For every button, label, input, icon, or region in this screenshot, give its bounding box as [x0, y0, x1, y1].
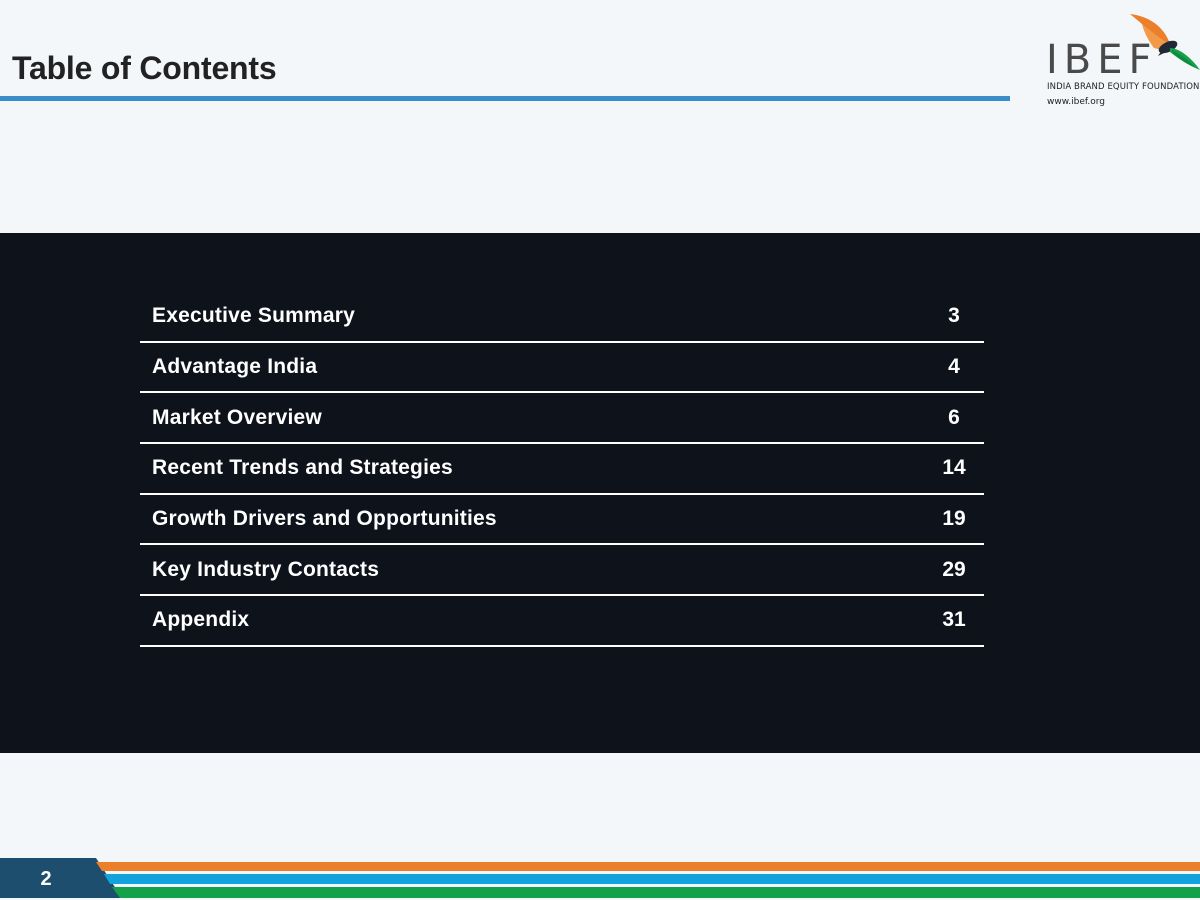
footer-bar: 2 [0, 858, 1200, 900]
toc-item-page: 6 [948, 405, 960, 429]
ibef-logo: IBEF INDIA BRAND EQUITY FOUNDATION www.i… [1040, 10, 1200, 110]
toc-item-appendix[interactable]: Appendix 31 [140, 596, 984, 647]
toc-item-label: Executive Summary [152, 304, 356, 328]
toc-item-label: Advantage India [152, 355, 318, 379]
page-tab [0, 858, 122, 898]
toc-item-market-overview[interactable]: Market Overview 6 [140, 393, 984, 445]
toc-item-label: Appendix [152, 608, 250, 632]
toc-item-label: Key Industry Contacts [152, 557, 380, 581]
green-stripe [112, 887, 1200, 898]
toc-item-page: 31 [942, 608, 966, 632]
toc-item-growth-drivers[interactable]: Growth Drivers and Opportunities 19 [140, 495, 984, 546]
bird-icon [1130, 14, 1200, 70]
toc-item-page: 29 [942, 557, 966, 581]
toc-item-label: Recent Trends and Strategies [152, 456, 453, 480]
logo-wordmark: IBEF [1046, 37, 1158, 83]
toc-item-page: 3 [948, 304, 960, 328]
toc-item-recent-trends[interactable]: Recent Trends and Strategies 14 [140, 444, 984, 495]
toc-item-page: 14 [942, 456, 966, 480]
page-title: Table of Contents [12, 50, 277, 86]
logo-url: www.ibef.org [1047, 97, 1106, 107]
toc-item-label: Growth Drivers and Opportunities [152, 507, 497, 531]
toc-item-label: Market Overview [152, 405, 322, 429]
toc-item-advantage-india[interactable]: Advantage India 4 [140, 343, 984, 394]
blue-stripe [104, 874, 1200, 884]
toc-item-executive-summary[interactable]: Executive Summary 3 [140, 292, 984, 343]
toc-item-page: 19 [942, 507, 966, 531]
page-number: 2 [40, 868, 52, 890]
table-of-contents: Executive Summary 3 Advantage India 4 Ma… [140, 292, 984, 647]
toc-item-key-industry-contacts[interactable]: Key Industry Contacts 29 [140, 545, 984, 597]
title-underline [0, 96, 1010, 101]
logo-subtitle: INDIA BRAND EQUITY FOUNDATION [1047, 82, 1200, 92]
orange-stripe [96, 862, 1200, 871]
footer-stripes [0, 858, 1200, 898]
toc-item-page: 4 [948, 355, 960, 379]
